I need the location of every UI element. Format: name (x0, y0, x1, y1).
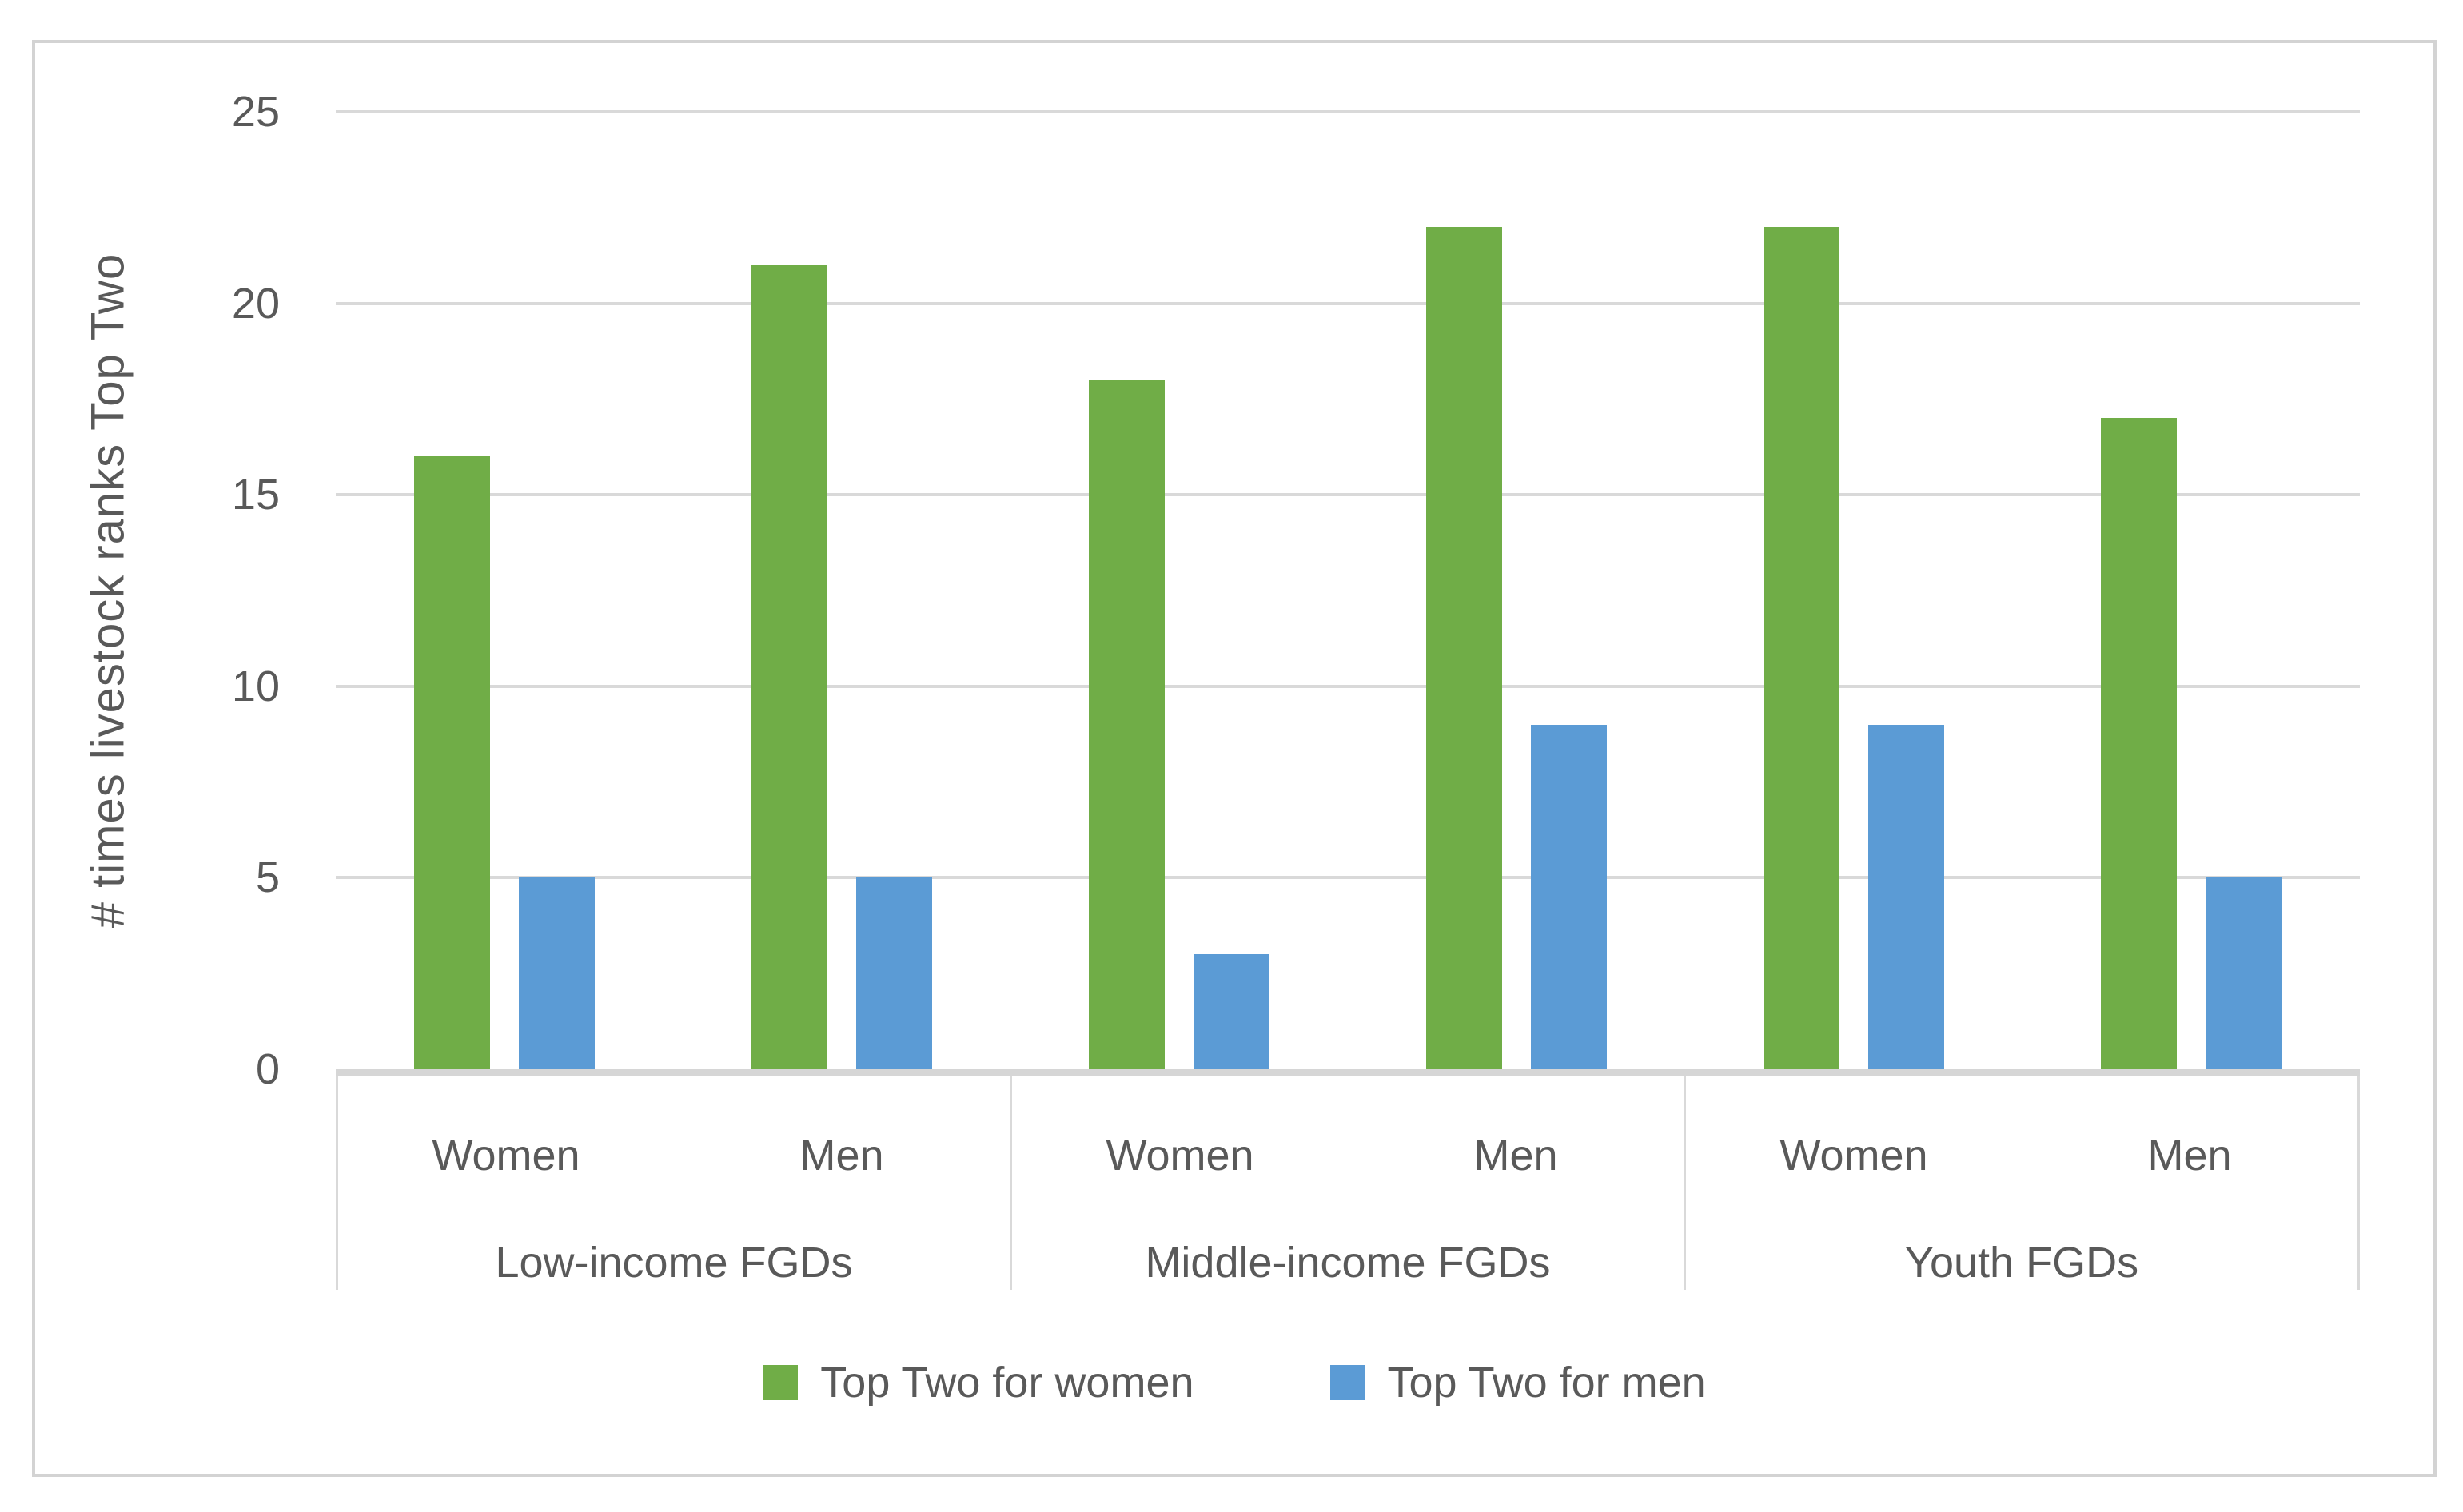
chart-frame: # times livestock ranks Top Two 0 5 10 15 20… (32, 40, 2437, 1477)
legend-label: Top Two for men (1387, 1359, 1706, 1407)
legend-item-2: Top Two for men (1329, 1358, 1706, 1407)
bar-groups (336, 112, 2360, 1069)
subcategory-row-3: Women Men (1686, 1076, 2357, 1235)
bar-pair-women-3 (1685, 112, 2023, 1069)
legend-swatch-icon (763, 1365, 799, 1400)
subcategory-row-1: Women Men (338, 1076, 1010, 1235)
group-label: Youth FGDs (1904, 1239, 2139, 1287)
subcategory-label: Men (2147, 1132, 2232, 1180)
legend: Top Two for women Top Two for men (35, 1354, 2433, 1411)
gridline-10 (336, 684, 2360, 688)
bar (2101, 418, 2177, 1069)
y-tick-label-25: 25 (231, 88, 280, 136)
subcategory-row-2: Women Men (1012, 1076, 1684, 1235)
category-box-2: Women Men Middle-income FGDs (1010, 1076, 1684, 1290)
y-tick-label-0: 0 (255, 1045, 280, 1093)
subcategory-label: Women (1779, 1132, 1928, 1180)
bar (1194, 954, 1269, 1069)
bar-group-3 (1685, 112, 2360, 1069)
category-box-1: Women Men Low-income FGDs (336, 1076, 1010, 1290)
bar-pair-women-2 (1010, 112, 1348, 1069)
bar-pair-men-1 (673, 112, 1010, 1069)
bar (519, 877, 595, 1069)
group-label: Middle-income FGDs (1145, 1239, 1551, 1287)
bar (1426, 226, 1502, 1069)
category-box-3: Women Men Youth FGDs (1684, 1076, 2360, 1290)
group-label: Low-income FGDs (495, 1239, 853, 1287)
y-axis-tick-labels: 0 5 10 15 20 25 (35, 88, 280, 1093)
bar (2206, 877, 2282, 1069)
gridline-20 (336, 301, 2360, 305)
y-tick-label-15: 15 (231, 471, 280, 519)
subcategory-label: Men (1473, 1132, 1558, 1180)
bar (1089, 380, 1165, 1069)
y-tick-label-20: 20 (231, 279, 280, 328)
x-axis-line (336, 1069, 2360, 1076)
bar (1868, 724, 1944, 1069)
bar-pair-women-1 (336, 112, 673, 1069)
y-tick-label-10: 10 (231, 662, 280, 710)
gridline-15 (336, 493, 2360, 497)
bar-pair-men-2 (1348, 112, 1685, 1069)
gridline-25 (336, 110, 2360, 113)
subcategory-label: Women (1106, 1132, 1254, 1180)
subcategory-label: Women (432, 1132, 580, 1180)
category-axis: Women Men Low-income FGDs Women Men Middle-in… (336, 1076, 2360, 1290)
legend-label: Top Two for women (820, 1359, 1194, 1407)
bar-group-2 (1010, 112, 1685, 1069)
bar (414, 456, 490, 1069)
plot-area (336, 110, 2360, 1069)
bar-group-1 (336, 112, 1010, 1069)
legend-swatch-icon (1329, 1365, 1365, 1400)
bar (1764, 226, 1839, 1069)
legend-item-1: Top Two for women (763, 1358, 1194, 1407)
bar (856, 877, 932, 1069)
y-tick-label-5: 5 (255, 853, 280, 902)
bar (751, 265, 827, 1069)
bar-pair-men-3 (2023, 112, 2360, 1069)
bar (1531, 724, 1607, 1069)
subcategory-label: Men (799, 1132, 884, 1180)
gridline-5 (336, 876, 2360, 880)
